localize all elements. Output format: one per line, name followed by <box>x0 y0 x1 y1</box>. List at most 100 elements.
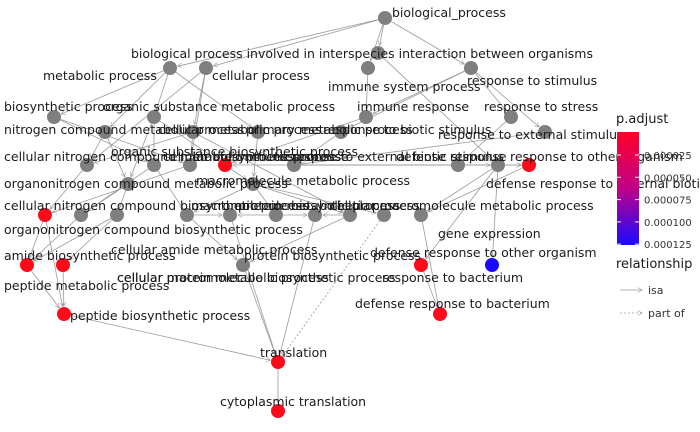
padjust-tick-label: 0.000100 <box>644 218 692 229</box>
edge-macromolecule-gene_expr <box>259 185 376 214</box>
node-cell_nitrogen <box>80 158 94 172</box>
node-resp_ext_biotic <box>287 158 301 172</box>
node-resp_bacterium <box>414 258 428 272</box>
relationship-legend: relationship isa part of <box>616 257 692 320</box>
node-defense_bacterium <box>433 307 447 321</box>
node-cell_amide <box>110 208 124 222</box>
node-gene_expr <box>377 208 391 222</box>
edge-amide_bio-peptide_bio <box>30 270 59 308</box>
node-defense <box>451 158 465 172</box>
node-metabolic <box>163 61 177 75</box>
edge-cell_nitrogen_bio-amide_bio <box>30 221 44 258</box>
node-immune_resp <box>359 110 373 124</box>
node-label-peptide_bio: peptide biosynthetic process <box>70 308 250 323</box>
node-cellular <box>199 61 213 75</box>
edge-organonitrogen-organonitrogen_bio <box>88 187 123 211</box>
edge-nitrogen-cell_nitrogen <box>91 137 102 158</box>
edge-cell_macro_bio-translation <box>244 271 275 355</box>
padjust-colorbar <box>617 132 639 245</box>
node-primary <box>251 125 265 139</box>
node-label-resp_ext: response to external stimulus <box>438 127 624 142</box>
node-label-resp_biotic: response to biotic stimulus <box>323 122 491 137</box>
edge-macromolecule-cell_macro <box>259 185 343 212</box>
node-label-org_sub: organic substance metabolic process <box>103 99 335 114</box>
edge-bp-metabolic <box>178 19 379 67</box>
node-label-peptide_metab: peptide metabolic process <box>4 278 169 293</box>
node-label-resp_other_org: response to other organism <box>510 149 683 164</box>
isa-legend-label: isa <box>648 284 664 297</box>
edge-nitrogen-organonitrogen <box>107 138 125 176</box>
node-label-cell_protein: cellular protein metabolic process <box>117 270 329 285</box>
node-label-defense_other: defense response to other organism <box>370 245 597 260</box>
edge-org_sub-macromolecule <box>159 120 247 180</box>
edge-bp-interspecies <box>380 24 385 45</box>
node-layer <box>20 11 552 418</box>
padjust-legend-title: p.adjust <box>616 112 668 127</box>
edge-resp_stim-resp_stress <box>475 73 506 110</box>
node-label-gene_expr: gene expression <box>438 226 541 241</box>
node-protein_metab <box>269 208 283 222</box>
node-label-defense_bacterium: defense response to bacterium <box>355 296 550 311</box>
edge-interspecies-resp_other_org <box>382 57 492 160</box>
edge-resp_ext-resp_ext_biotic <box>302 132 539 164</box>
edge-cell_nitrogen-cell_nitrogen_bio <box>50 170 83 209</box>
edge-resp_stim-resp_ext <box>476 72 539 127</box>
edge-cell_amide-peptide_metab <box>69 219 113 260</box>
node-label-biosynthetic: biosynthetic process <box>4 99 133 114</box>
edge-immune_sys-immune_resp <box>366 74 367 109</box>
node-label-bp: biological_process <box>392 5 506 20</box>
edge-macromolecule-macro_bio <box>194 186 247 212</box>
node-peptide_bio <box>57 307 71 321</box>
edge-cell_macro-cell_macro_bio <box>250 217 344 262</box>
edge-primary-macromolecule <box>254 138 258 176</box>
node-label-cell_amide: cellular amide metabolic process <box>111 242 317 257</box>
node-label-amide_bio: amide biosynthetic process <box>4 248 176 263</box>
edge-resp_other_org-defense_other <box>428 168 493 211</box>
node-resp_ext <box>538 125 552 139</box>
node-label-innate: innate immune response <box>193 149 349 164</box>
edge-org_sub-organonitrogen <box>131 123 152 177</box>
edge-cell_protein-translation <box>280 221 314 354</box>
node-cell_bio <box>183 158 197 172</box>
node-resp_biotic <box>334 125 348 139</box>
edge-biosynthetic-cell_bio <box>60 118 183 162</box>
edge-metabolic-org_sub <box>156 74 169 110</box>
node-org_sub <box>147 110 161 124</box>
edge-resp_biotic-resp_ext_biotic <box>301 135 336 160</box>
node-cell_protein <box>308 208 322 222</box>
node-label-primary: primary metabolic process <box>246 122 413 137</box>
part-of-legend-label: part of <box>648 307 686 320</box>
edge-organonitrogen-cell_amide <box>120 190 127 208</box>
padjust-legend: p.adjust 0.000025 0.000050 0.000075 0.00010… <box>616 112 692 251</box>
node-label-resp_bacterium: response to bacterium <box>382 270 523 285</box>
node-label-metabolic: metabolic process <box>43 68 157 83</box>
edge-resp_other_org-resp_bact_blue <box>492 171 498 257</box>
padjust-tick-label: 0.000050 <box>644 173 692 184</box>
node-label-nitrogen: nitrogen compound metabolic process <box>4 122 244 137</box>
edge-biosynthetic-org_sub_bio <box>60 119 146 162</box>
edge-cell_metab-cell_nitrogen <box>95 133 187 163</box>
edge-peptide_bio-translation <box>70 315 270 361</box>
node-label-immune_resp: immune response <box>357 99 469 114</box>
node-label-org_sub_bio: organic substance biosynthetic process <box>111 144 358 159</box>
node-cell_macro_bio <box>236 258 250 272</box>
node-macro_bio <box>180 208 194 222</box>
edge-resp_other_org-resp_bacterium <box>426 170 495 259</box>
node-org_sub_bio <box>147 158 161 172</box>
node-label-resp_ext_biotic: response to external biotic stimulus <box>280 149 504 164</box>
node-cell_macro <box>343 208 357 222</box>
node-label-cell_macro_bio: cellular macromolecule biosynthetic proc… <box>117 270 395 285</box>
edge-organonitrogen_bio-amide_bio <box>33 219 77 260</box>
node-label-cell_nitrogen_bio: cellular nitrogen compound biosynthetic … <box>4 198 309 213</box>
node-organonitrogen_bio <box>74 208 88 222</box>
node-label-organonitrogen_bio: organonitrogen compound biosynthetic pro… <box>4 222 303 237</box>
padjust-tick-group: 0.000025 0.000050 0.000075 0.000100 0.000125 <box>617 151 692 251</box>
edge-resp_stress-defense <box>464 121 507 160</box>
edge-resp_bacterium-defense_bacterium <box>423 271 438 307</box>
edge-cell_nitrogen_bio-peptide_bio <box>45 221 62 306</box>
node-label-translation: translation <box>260 345 327 360</box>
node-biosynthetic <box>47 110 61 124</box>
node-label-macromolecule: macromolecule metabolic process <box>196 173 410 188</box>
node-defense_other <box>414 208 428 222</box>
node-label-cyto_translation: cytoplasmic translation <box>220 394 366 409</box>
